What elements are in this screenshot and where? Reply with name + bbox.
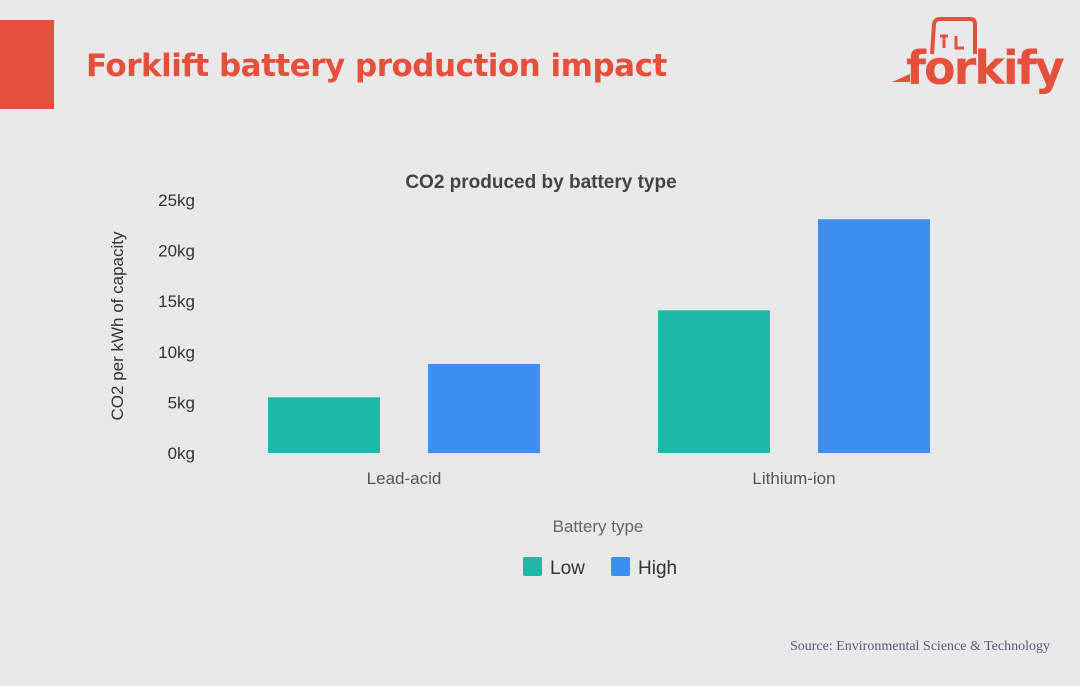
x-tick-label: Lithium-ion (752, 469, 835, 488)
y-tick-label: 5kg (168, 393, 195, 412)
svg-text:forkify: forkify (906, 41, 1065, 95)
title-accent-bar (0, 20, 54, 109)
y-tick-label: 15kg (158, 292, 195, 311)
bar-high-lead-acid (428, 363, 540, 453)
page-title: Forklift battery production impact (86, 48, 667, 84)
legend-swatch-high (611, 557, 630, 576)
legend-label-low: Low (550, 558, 585, 579)
y-axis-label: CO2 per kWh of capacity (108, 231, 127, 420)
bar-low-lead-acid (268, 397, 380, 453)
y-tick-label: 25kg (158, 191, 195, 210)
bar-low-lithium-ion (658, 310, 770, 453)
y-tick-label: 0kg (168, 444, 195, 463)
legend-label-high: High (638, 558, 677, 579)
forkify-logo: forkify (892, 17, 1067, 95)
y-tick-label: 20kg (158, 242, 195, 261)
source-note: Source: Environmental Science & Technolo… (789, 639, 1050, 654)
chart-title: CO2 produced by battery type (405, 172, 676, 193)
y-tick-label: 10kg (158, 343, 195, 362)
x-tick-label: Lead-acid (367, 469, 442, 488)
x-axis-label: Battery type (553, 517, 644, 536)
bar-high-lithium-ion (818, 219, 930, 453)
legend-swatch-low (523, 557, 542, 576)
legend: Low High (523, 557, 677, 579)
